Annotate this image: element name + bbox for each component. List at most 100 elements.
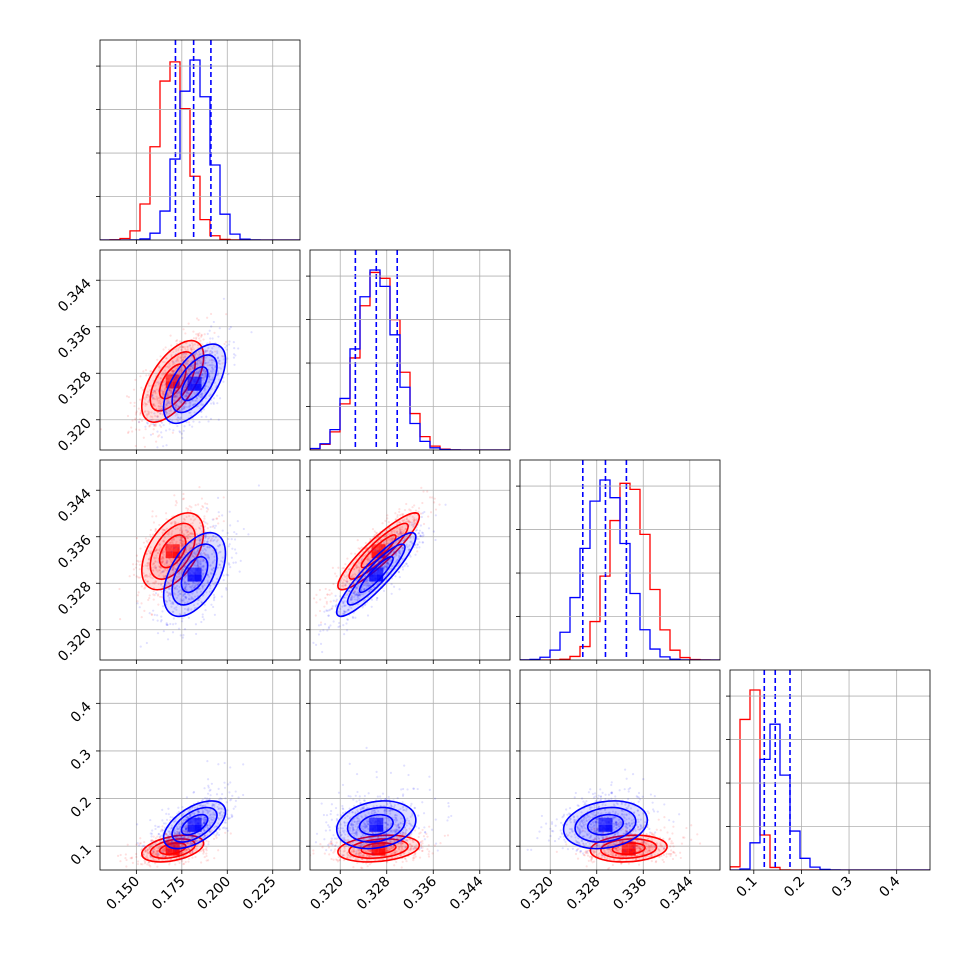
scatter-point bbox=[144, 578, 147, 582]
scatter-point bbox=[179, 598, 182, 601]
scatter-point bbox=[350, 598, 353, 601]
scatter-point bbox=[202, 526, 205, 529]
density-core bbox=[165, 848, 173, 856]
scatter-point bbox=[387, 562, 390, 565]
scatter-point bbox=[217, 763, 220, 766]
scatter-point bbox=[165, 584, 168, 587]
scatter-point bbox=[168, 598, 171, 602]
density-core bbox=[371, 544, 379, 552]
scatter-point bbox=[185, 830, 188, 833]
scatter-point bbox=[196, 559, 200, 562]
scatter-point bbox=[198, 521, 202, 525]
scatter-point bbox=[211, 371, 214, 374]
scatter-point bbox=[185, 392, 189, 395]
scatter-point bbox=[380, 565, 384, 568]
density-core bbox=[376, 574, 384, 582]
scatter-point bbox=[159, 588, 162, 592]
scatter-point bbox=[187, 406, 190, 409]
scatter-point bbox=[200, 620, 203, 624]
scatter-point bbox=[210, 537, 214, 540]
scatter-point bbox=[216, 566, 219, 569]
scatter-point bbox=[342, 602, 345, 605]
scatter-point bbox=[184, 585, 187, 588]
scatter-point bbox=[157, 396, 160, 400]
scatter-point bbox=[134, 413, 138, 416]
scatter-point bbox=[203, 834, 207, 837]
scatter-point bbox=[119, 618, 122, 621]
scatter-point bbox=[180, 531, 184, 535]
scatter-point bbox=[171, 371, 174, 374]
scatter-point bbox=[237, 347, 240, 350]
scatter-point bbox=[182, 544, 185, 547]
scatter-point bbox=[147, 413, 150, 416]
scatter-point bbox=[415, 546, 418, 549]
scatter-point bbox=[209, 349, 212, 353]
scatter-point bbox=[340, 584, 344, 587]
scatter-point bbox=[339, 607, 342, 611]
scatter-point bbox=[204, 370, 207, 373]
scatter-point bbox=[156, 397, 159, 400]
scatter-point bbox=[373, 530, 376, 533]
scatter-point bbox=[177, 355, 180, 359]
scatter-point bbox=[151, 415, 154, 418]
scatter-point bbox=[211, 368, 214, 371]
scatter-point bbox=[140, 616, 143, 619]
scatter-point bbox=[341, 567, 344, 570]
scatter-point bbox=[184, 537, 187, 541]
panel-2-2 bbox=[516, 459, 721, 664]
scatter-point bbox=[200, 537, 203, 540]
scatter-point bbox=[374, 548, 377, 552]
scatter-point bbox=[149, 846, 152, 849]
scatter-point bbox=[233, 538, 237, 541]
scatter-point bbox=[213, 595, 216, 599]
scatter-point bbox=[330, 607, 333, 611]
scatter-point bbox=[146, 562, 149, 565]
scatter-point bbox=[190, 350, 193, 353]
scatter-point bbox=[167, 582, 170, 585]
scatter-point bbox=[191, 342, 194, 345]
scatter-point bbox=[185, 395, 188, 398]
scatter-point bbox=[196, 564, 199, 567]
scatter-point bbox=[366, 579, 369, 583]
scatter-point bbox=[167, 587, 171, 591]
scatter-point bbox=[159, 401, 162, 404]
scatter-point bbox=[183, 583, 186, 586]
scatter-point bbox=[197, 343, 200, 347]
scatter-point bbox=[166, 400, 169, 403]
scatter-point bbox=[389, 537, 393, 540]
scatter-point bbox=[132, 573, 136, 576]
scatter-point bbox=[379, 558, 383, 561]
scatter-point bbox=[158, 548, 161, 551]
scatter-point bbox=[355, 598, 359, 601]
scatter-point bbox=[331, 566, 334, 569]
scatter-point bbox=[184, 573, 187, 577]
scatter-point bbox=[383, 564, 387, 568]
scatter-point bbox=[405, 518, 409, 521]
scatter-point bbox=[191, 533, 194, 536]
scatter-point bbox=[202, 367, 205, 371]
scatter-point bbox=[375, 537, 378, 540]
scatter-point bbox=[334, 594, 337, 598]
scatter-point bbox=[210, 816, 213, 819]
scatter-point bbox=[202, 403, 205, 406]
scatter-point bbox=[175, 340, 178, 343]
scatter-point bbox=[177, 575, 181, 578]
scatter-point bbox=[157, 365, 160, 369]
scatter-point bbox=[206, 545, 209, 549]
scatter-point bbox=[154, 384, 157, 387]
scatter-point bbox=[173, 592, 176, 595]
scatter-point bbox=[195, 336, 198, 339]
scatter-point bbox=[161, 859, 164, 862]
scatter-point bbox=[151, 391, 155, 394]
scatter-point bbox=[155, 853, 158, 856]
scatter-point bbox=[394, 551, 398, 554]
scatter-point bbox=[202, 558, 205, 562]
scatter-point bbox=[169, 563, 172, 566]
scatter-point bbox=[342, 601, 345, 604]
scatter-point bbox=[232, 356, 236, 359]
scatter-point bbox=[206, 540, 209, 543]
scatter-point bbox=[352, 562, 355, 565]
scatter-point bbox=[188, 526, 191, 529]
scatter-point bbox=[216, 831, 219, 834]
